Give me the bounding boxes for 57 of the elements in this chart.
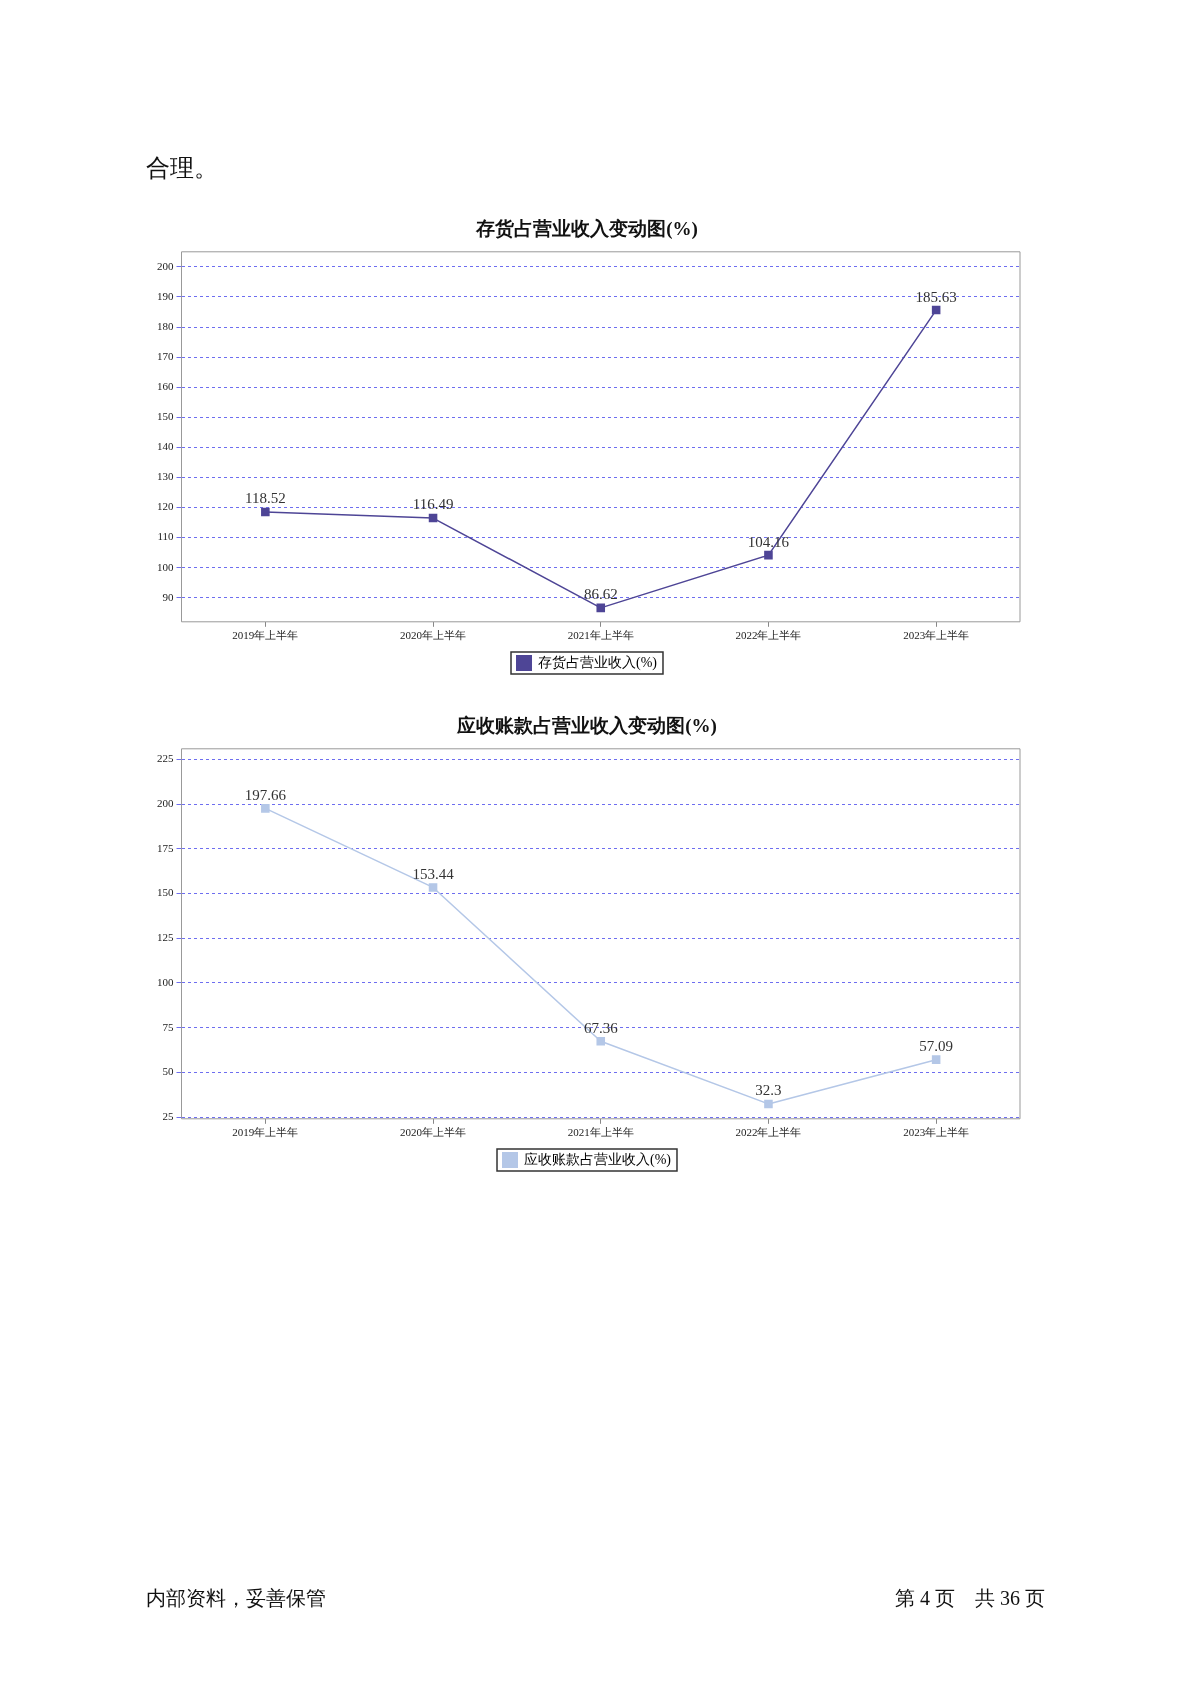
point	[428, 513, 438, 523]
data-label: 118.52	[245, 490, 286, 507]
point	[931, 1055, 941, 1064]
data-label: 197.66	[244, 786, 287, 803]
x-tick-label: 2020年上半年	[400, 629, 467, 642]
y-tick-label: 100	[157, 560, 174, 573]
point	[764, 550, 773, 560]
point	[596, 1037, 606, 1046]
data-label: 116.49	[412, 496, 454, 513]
y-tick-label: 125	[157, 931, 174, 944]
data-label: 86.62	[583, 586, 618, 603]
point	[764, 1099, 773, 1109]
y-tick-label: 90	[162, 590, 174, 603]
x-tick-label: 2021年上半年	[567, 1126, 634, 1139]
y-tick-label: 200	[157, 797, 174, 810]
data-label: 67.36	[583, 1019, 619, 1036]
y-tick-label: 175	[157, 841, 174, 854]
y-tick-label: 50	[162, 1065, 174, 1078]
x-tick-label: 2019年上半年	[232, 1126, 299, 1139]
x-tick-label: 2023年上半年	[903, 629, 970, 642]
y-tick-label: 25	[162, 1109, 174, 1122]
text: 合理。	[146, 154, 218, 183]
legend-label: 应收账款占营业收入(%)	[524, 1151, 672, 1168]
y-tick-label: 140	[157, 440, 174, 453]
text: 内部资料，妥善保管	[146, 1586, 326, 1611]
y-tick-label: 110	[157, 530, 174, 543]
x-tick-label: 2022年上半年	[735, 629, 802, 642]
y-tick-label: 190	[157, 289, 174, 302]
y-tick-label: 170	[157, 349, 174, 362]
data-label: 32.3	[755, 1082, 782, 1099]
point	[261, 507, 270, 517]
chart-title: 应收账款占营业收入变动图(%)	[456, 715, 717, 738]
x-tick-label: 2021年上半年	[567, 629, 634, 642]
y-tick-label: 120	[157, 500, 174, 513]
point	[931, 305, 941, 315]
y-tick-label: 180	[157, 319, 174, 332]
point	[261, 804, 270, 813]
point	[428, 883, 438, 892]
text: 第 4 页 共 36 页	[895, 1586, 1045, 1611]
y-tick-label: 130	[157, 470, 174, 483]
chart-title: 存货占营业收入变动图(%)	[475, 218, 698, 241]
y-tick-label: 150	[157, 410, 174, 423]
x-tick-label: 2019年上半年	[232, 629, 299, 642]
y-tick-label: 75	[162, 1020, 174, 1033]
x-tick-label: 2023年上半年	[903, 1126, 970, 1139]
x-tick-label: 2020年上半年	[400, 1126, 467, 1139]
x-tick-label: 2022年上半年	[735, 1126, 802, 1139]
legend-label: 存货占营业收入(%)	[538, 654, 658, 671]
data-label: 153.44	[412, 865, 455, 882]
y-tick-label: 150	[157, 886, 174, 899]
y-tick-label: 225	[157, 752, 174, 765]
y-tick-label: 100	[157, 975, 174, 988]
data-label: 185.63	[915, 288, 957, 305]
data-label: 57.09	[919, 1038, 954, 1055]
point	[596, 603, 606, 613]
y-tick-label: 160	[157, 380, 174, 393]
y-tick-label: 200	[157, 259, 174, 272]
